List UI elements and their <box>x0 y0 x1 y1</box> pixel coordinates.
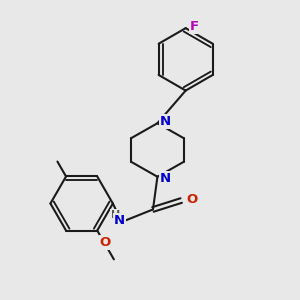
Text: F: F <box>190 20 199 33</box>
Text: N: N <box>160 115 171 128</box>
Text: H: H <box>111 210 120 220</box>
Text: N: N <box>160 172 171 185</box>
Text: N: N <box>114 214 125 227</box>
Text: O: O <box>186 193 197 206</box>
Text: O: O <box>100 236 111 249</box>
